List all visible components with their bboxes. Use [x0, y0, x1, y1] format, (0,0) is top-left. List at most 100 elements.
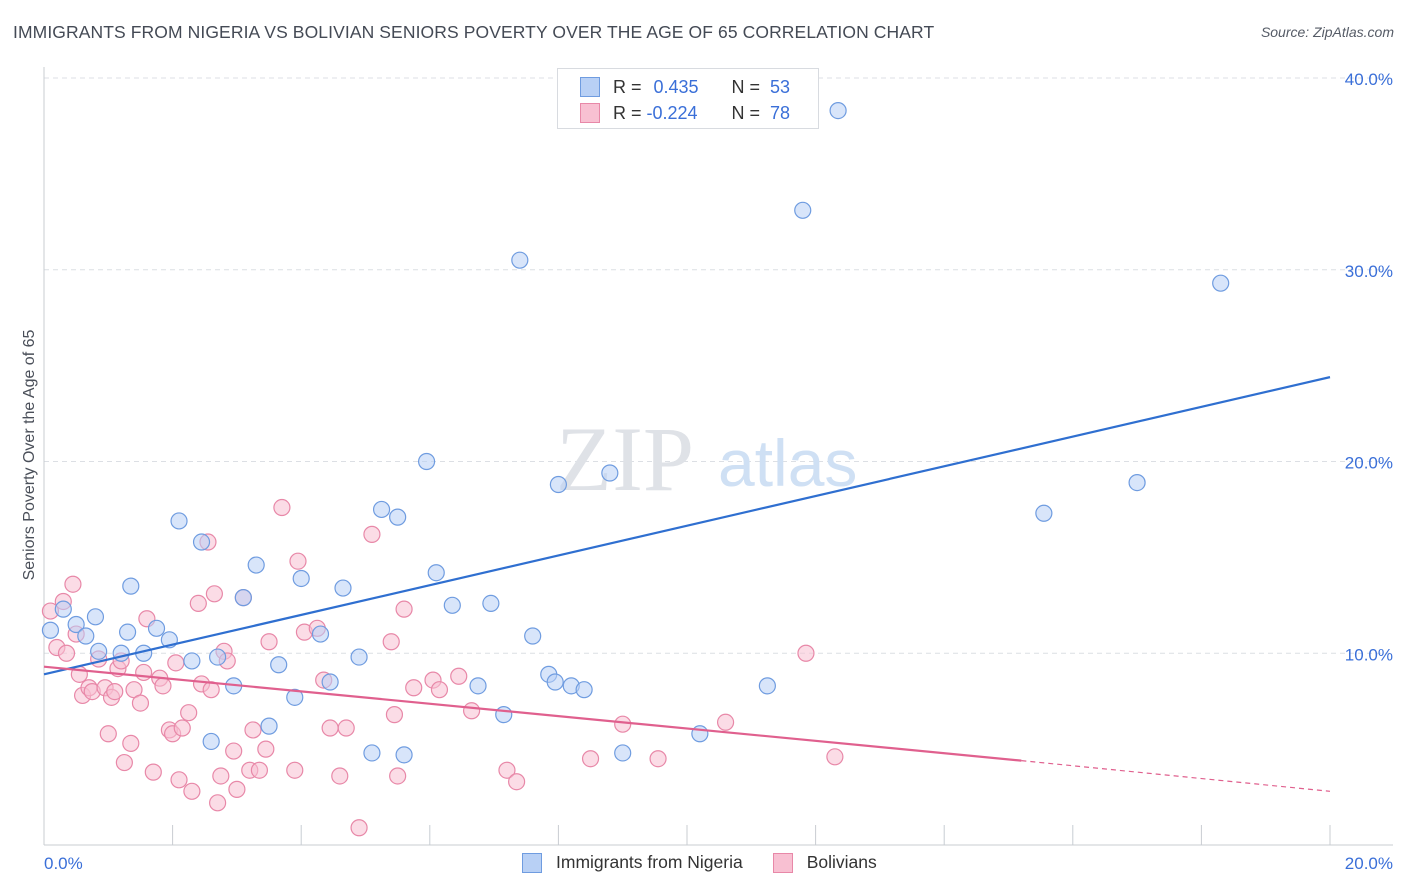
- y-tick-label: 10.0%: [1345, 645, 1393, 664]
- bolivian-trend-extension: [1021, 760, 1331, 792]
- legend-n-label: N =: [731, 76, 761, 97]
- nigeria-point: [469, 677, 487, 695]
- nigeria-point: [758, 677, 776, 695]
- nigeria-point: [209, 648, 227, 666]
- nigeria-point: [234, 589, 252, 607]
- series-label-nigeria: Immigrants from Nigeria: [556, 852, 743, 872]
- nigeria-point: [511, 251, 529, 269]
- bolivian-point: [167, 654, 185, 672]
- correlation-legend: R = 0.435 N = 53 R = -0.224 N = 78: [557, 68, 819, 129]
- bolivian-point: [273, 498, 291, 517]
- series-label-bolivian: Bolivians: [806, 852, 877, 872]
- data-points: [41, 101, 1230, 837]
- bolivian-trend-line: [43, 665, 1022, 762]
- bolivian-point: [405, 679, 423, 697]
- series-legend-bolivian: Bolivians: [772, 852, 877, 873]
- legend-r-label: R =: [613, 76, 642, 97]
- nigeria-point: [482, 594, 500, 612]
- bolivian-point: [209, 794, 227, 812]
- y-tick-label: 40.0%: [1345, 70, 1393, 89]
- nigeria-point: [311, 625, 330, 643]
- nigeria-point: [546, 673, 564, 691]
- bolivian-point: [173, 719, 191, 737]
- nigeria-point: [321, 673, 339, 691]
- nigeria-point: [77, 627, 95, 645]
- nigeria-point: [350, 648, 368, 666]
- nigeria-point: [147, 619, 166, 637]
- nigeria-point: [260, 717, 278, 735]
- bolivian-point: [131, 694, 150, 712]
- legend-r-value: 0.435: [653, 76, 699, 97]
- bolivian-point: [581, 750, 600, 768]
- nigeria-trend-line: [43, 376, 1331, 676]
- legend-row-bolivian: R = -0.224 N = 78: [580, 102, 790, 124]
- bolivian-point: [289, 552, 307, 570]
- legend-r-label: R =: [613, 102, 642, 123]
- nigeria-point: [1128, 473, 1146, 492]
- nigeria-point: [192, 533, 211, 551]
- bolivian-point: [395, 600, 413, 618]
- bolivian-point: [257, 740, 275, 758]
- bolivian-point: [614, 715, 632, 733]
- series-legend: Immigrants from Nigeria Bolivians: [522, 852, 907, 873]
- nigeria-point: [118, 623, 137, 641]
- nigeria-point: [427, 564, 445, 582]
- nigeria-point: [395, 746, 413, 764]
- legend-n-value: 53: [770, 76, 791, 97]
- tick-labels: 10.0% 20.0% 30.0% 40.0% 0.0% 20.0%: [44, 70, 1393, 873]
- axes: [43, 67, 1393, 846]
- nigeria-point: [524, 627, 542, 645]
- y-tick-label: 30.0%: [1345, 262, 1393, 281]
- bolivian-point: [430, 681, 449, 699]
- bolivian-point: [389, 767, 407, 785]
- bolivian-point: [649, 750, 667, 768]
- series-swatch-nigeria: [522, 852, 542, 873]
- bolivian-point: [382, 633, 400, 651]
- bolivian-point: [321, 719, 339, 737]
- bolivian-point: [205, 585, 223, 603]
- bolivian-point: [122, 734, 140, 752]
- nigeria-point: [67, 615, 85, 634]
- trend-lines: [43, 376, 1331, 792]
- nigeria-point: [54, 600, 72, 618]
- bolivian-point: [106, 682, 124, 701]
- x-tick-label: 0.0%: [44, 854, 83, 873]
- bolivian-point: [244, 721, 262, 739]
- bolivian-point: [250, 761, 269, 779]
- nigeria-point: [829, 101, 847, 120]
- bolivian-point: [462, 702, 481, 720]
- nigeria-point: [1212, 274, 1230, 292]
- bolivian-point: [144, 763, 162, 781]
- nigeria-point: [614, 744, 632, 762]
- legend-r-value: -0.224: [646, 102, 698, 123]
- nigeria-point: [90, 642, 108, 660]
- nigeria-point: [417, 452, 436, 471]
- bolivian-point: [212, 767, 230, 785]
- nigeria-point: [286, 688, 304, 706]
- bolivian-point: [189, 594, 207, 612]
- bolivian-point: [498, 761, 516, 779]
- nigeria-point: [270, 656, 288, 674]
- nigeria-point: [549, 475, 568, 494]
- bolivian-point: [331, 767, 349, 785]
- nigeria-point: [86, 608, 105, 626]
- nigeria-point: [601, 464, 619, 482]
- bolivian-point: [225, 742, 243, 760]
- legend-n-label: N =: [731, 102, 761, 123]
- nigeria-point: [443, 596, 461, 614]
- bolivian-point: [337, 719, 355, 737]
- bolivian-point: [154, 677, 172, 695]
- bolivian-point: [350, 819, 368, 837]
- y-tick-label: 20.0%: [1345, 454, 1393, 473]
- bolivian-point: [170, 771, 188, 789]
- nigeria-point: [292, 569, 310, 588]
- nigeria-point: [170, 512, 188, 530]
- nigeria-point: [1035, 504, 1053, 522]
- nigeria-point: [372, 500, 391, 519]
- nigeria-point: [247, 556, 265, 574]
- bolivian-point: [99, 725, 117, 743]
- bolivian-point: [508, 773, 526, 791]
- bolivian-point: [363, 525, 381, 543]
- watermark-atlas: atlas: [718, 426, 857, 500]
- nigeria-point: [334, 579, 352, 597]
